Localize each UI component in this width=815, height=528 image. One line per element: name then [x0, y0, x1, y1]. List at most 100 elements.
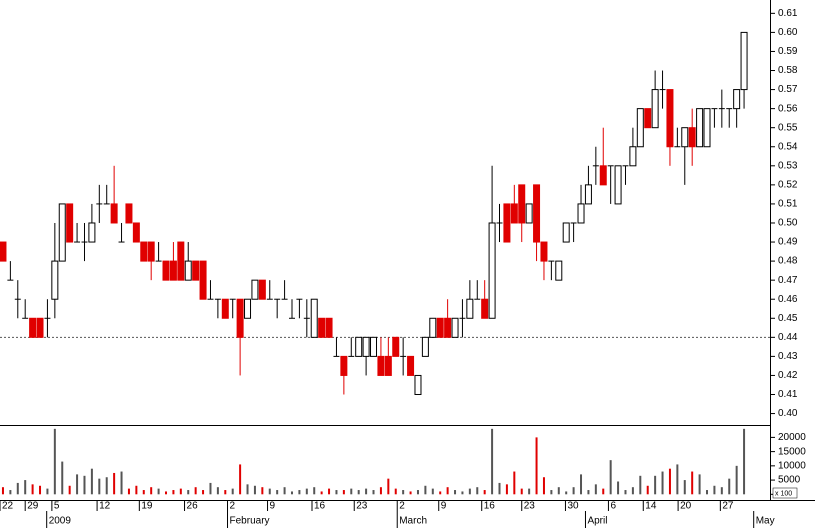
body: [66, 203, 74, 243]
y-tick-label: 20000: [778, 432, 806, 443]
volume-bar: [639, 475, 642, 495]
body: [251, 279, 259, 300]
volume-bar: [305, 488, 308, 495]
x-tick-label: 30: [567, 501, 579, 512]
x-tick-label: 27: [722, 501, 734, 512]
body: [584, 184, 592, 205]
body: [36, 317, 44, 338]
body: [392, 336, 400, 357]
volume-bar: [83, 475, 86, 495]
volume-bar: [698, 474, 701, 495]
body: [681, 127, 689, 148]
volume-bar: [683, 480, 686, 495]
body: [192, 260, 200, 281]
volume-bar: [713, 485, 716, 495]
volume-bar: [239, 464, 242, 495]
body: [132, 222, 140, 243]
volume-bar: [246, 484, 249, 495]
x-tick-label: 2: [399, 501, 405, 512]
volume-bar: [505, 484, 508, 495]
volume-bar: [328, 488, 331, 495]
volume-bar: [105, 477, 108, 495]
volume-bar: [165, 491, 168, 495]
y-tick-label: 10000: [778, 460, 806, 471]
volume-bar: [68, 485, 71, 495]
volume-bar: [565, 491, 568, 495]
volume-bar: [706, 490, 709, 495]
volume-bar: [624, 490, 627, 495]
x-tick-label: 16: [484, 501, 496, 512]
x-tick-label: 22: [2, 501, 14, 512]
volume-bar: [491, 428, 494, 495]
body: [577, 203, 585, 224]
volume-bar: [646, 485, 649, 495]
volume-bar: [172, 490, 175, 495]
y-tick-label: 0.53: [778, 160, 798, 171]
volume-bar: [513, 471, 516, 495]
volume-bar: [298, 490, 301, 495]
volume-bar: [387, 478, 390, 495]
y-tick-label: 0.57: [778, 84, 798, 95]
body: [199, 260, 207, 300]
volume-bar: [142, 490, 145, 495]
volume-bar: [409, 491, 412, 495]
volume-bar: [728, 478, 731, 495]
body: [29, 317, 37, 338]
body: [614, 165, 622, 205]
body: [177, 241, 185, 281]
volume-bar: [617, 481, 620, 495]
volume-bar: [24, 480, 27, 495]
x-tick-label: 6: [610, 501, 616, 512]
y-tick-label: 0.43: [778, 351, 798, 362]
body: [370, 336, 378, 357]
volume-bar: [676, 464, 679, 495]
volume-bar: [357, 490, 360, 495]
y-tick-label: 0.59: [778, 46, 798, 57]
volume-bar: [476, 487, 479, 495]
body: [140, 241, 148, 262]
body: [666, 89, 674, 148]
volume-bar: [379, 487, 382, 495]
volume-bar: [372, 490, 375, 495]
y-tick-label: 0.56: [778, 103, 798, 114]
y-tick-label: 5000: [778, 475, 801, 486]
body: [184, 260, 192, 281]
volume-bar: [580, 474, 583, 495]
body: [429, 317, 437, 338]
y-tick-label: 0.54: [778, 141, 798, 152]
volume-bar: [535, 437, 538, 495]
body: [644, 108, 652, 129]
volume-bar: [342, 490, 345, 495]
volume-bar: [439, 491, 442, 495]
y-tick-label: 0.41: [778, 389, 798, 400]
volume-bar: [498, 482, 501, 495]
body: [525, 203, 533, 224]
y-tick-label: 0.52: [778, 180, 798, 191]
body: [451, 317, 459, 338]
x-tick-label: 2: [230, 501, 236, 512]
y-tick-label: 0.42: [778, 370, 798, 381]
y-tick-label: 0.47: [778, 275, 798, 286]
x-tick-label: 12: [99, 501, 111, 512]
volume-bar: [431, 488, 434, 495]
volume-bar: [335, 490, 338, 495]
x-tick-label: 5: [54, 501, 60, 512]
volume-bar: [735, 465, 738, 495]
volume-bar: [224, 490, 227, 495]
volume-bar: [179, 488, 182, 495]
body: [414, 374, 422, 396]
volume-bar: [454, 490, 457, 495]
volume-bar: [135, 485, 138, 495]
body: [510, 203, 518, 224]
body: [733, 89, 741, 110]
volume-bar: [402, 490, 405, 495]
y-tick-label: 0.51: [778, 199, 798, 210]
body: [636, 108, 644, 148]
body: [258, 279, 266, 300]
volume-bar: [90, 468, 93, 495]
volume-bar: [320, 491, 323, 495]
y-tick-label: 0.45: [778, 313, 798, 324]
y-tick-label: 0.58: [778, 65, 798, 76]
volume-bar: [150, 487, 153, 495]
volume-bar: [209, 482, 212, 495]
